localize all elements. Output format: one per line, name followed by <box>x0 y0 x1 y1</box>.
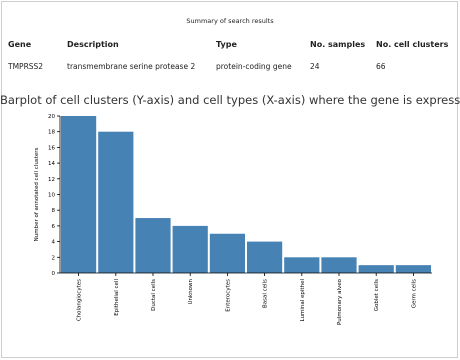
chart-title: Barplot of cell clusters (Y-axis) and ce… <box>0 93 460 107</box>
y-tick-label: 18 <box>48 130 55 136</box>
cell-description: transmembrane serine protease 2 <box>67 62 196 71</box>
x-tick-label: Enterocytes <box>225 279 231 312</box>
y-tick-label: 4 <box>52 240 56 246</box>
cell-no-samples: 24 <box>310 62 320 71</box>
header-description: Description <box>67 40 119 49</box>
bar-10 <box>395 265 431 273</box>
bar-9 <box>358 265 394 273</box>
y-tick-label: 10 <box>48 193 55 199</box>
bar-1 <box>61 116 97 273</box>
header-gene: Gene <box>8 40 32 49</box>
header-no-samples: No. samples <box>310 40 366 49</box>
bar-4 <box>172 225 208 273</box>
y-tick-label: 20 <box>48 114 55 120</box>
bars-group <box>61 116 431 273</box>
y-tick-label: 2 <box>52 255 56 261</box>
x-tick-label: Cholangiocytes <box>77 279 83 321</box>
header-type: Type <box>216 40 237 49</box>
y-tick-label: 0 <box>52 271 56 277</box>
cell-no-cell-clusters: 66 <box>376 62 386 71</box>
bar-5 <box>209 233 245 273</box>
cell-gene: TMPRSS2 <box>8 62 44 71</box>
summary-caption: Summary of search results <box>186 17 274 25</box>
header-no-cell-clusters: No. cell clusters <box>376 40 449 49</box>
bar-6 <box>247 241 283 273</box>
bar-2 <box>98 131 134 273</box>
y-tick-label: 6 <box>52 224 56 230</box>
x-tick-label: Germ cells <box>411 279 417 308</box>
y-tick-label: 14 <box>48 161 55 167</box>
bar-3 <box>135 218 171 273</box>
x-tick-label: Basal cells <box>263 279 269 308</box>
x-tick-label: Epithelial cell <box>114 279 120 316</box>
y-axis-label: Number of annotated cell clusters <box>34 148 40 242</box>
bar-chart: 0 2 4 6 8 10 12 14 16 18 20 Cholangiocytes Epitheli… <box>34 114 432 325</box>
cell-type: protein-coding gene <box>216 62 292 71</box>
y-axis: 0 2 4 6 8 10 12 14 16 18 20 <box>48 114 61 277</box>
y-tick-label: 8 <box>52 208 56 214</box>
x-tick-label: Luminal epithel <box>300 279 306 322</box>
bar-8 <box>321 257 357 273</box>
y-tick-label: 16 <box>48 145 55 151</box>
x-tick-label: Ductal cells <box>151 279 157 311</box>
bar-7 <box>284 257 320 273</box>
x-axis: Cholangiocytes Epithelial cell Ductal cell… <box>60 272 432 325</box>
x-tick-label: Unknown <box>188 279 194 305</box>
x-tick-label: Goblet cells <box>374 279 380 311</box>
y-tick-label: 12 <box>48 177 55 183</box>
x-tick-label: Pulmonary alveo <box>337 278 343 325</box>
